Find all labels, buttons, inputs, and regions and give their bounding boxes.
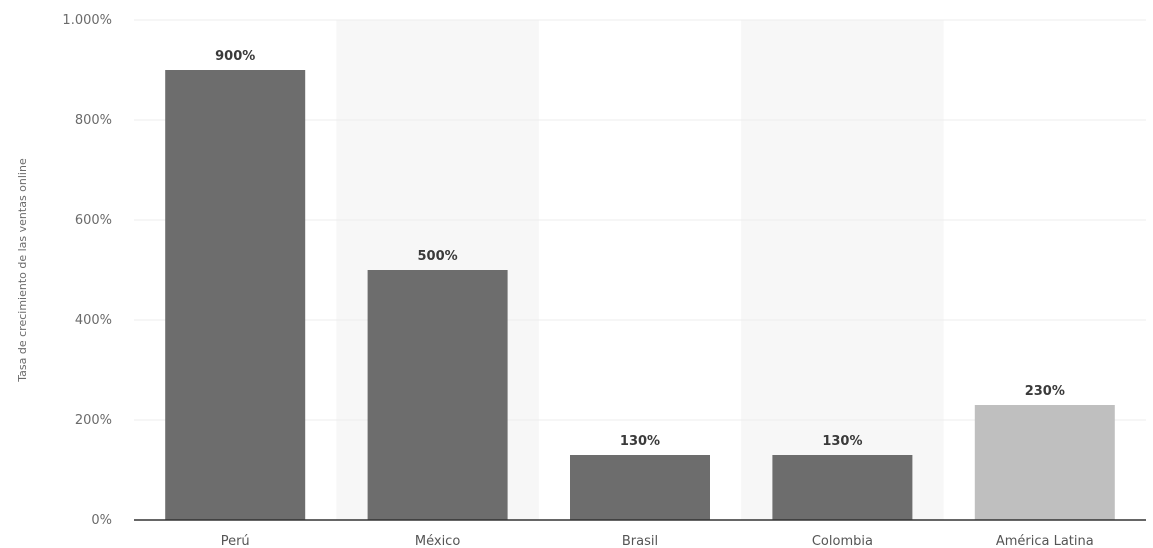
y-tick-label: 1.000% [62, 13, 112, 28]
bar [974, 405, 1115, 520]
bars [165, 70, 1115, 520]
data-label: 900% [215, 49, 255, 64]
x-tick-label: Colombia [812, 534, 873, 548]
bar [772, 455, 913, 520]
category-band [741, 20, 944, 520]
bar [367, 270, 508, 520]
x-tick-label: Brasil [622, 534, 658, 548]
y-axis-ticks: 0% 200% 400% 600% 800% 1.000% [62, 13, 112, 528]
y-axis-title: Tasa de crecimiento de las ventas online [16, 158, 29, 383]
y-tick-label: 200% [75, 413, 112, 428]
y-tick-label: 600% [75, 213, 112, 228]
data-labels: 900% 500% 130% 130% 230% [215, 49, 1065, 449]
x-tick-label: Perú [221, 534, 250, 548]
category-labels: Perú México Brasil Colombia América Latina [221, 534, 1094, 548]
data-label: 130% [620, 434, 660, 449]
y-tick-label: 400% [75, 313, 112, 328]
bar [570, 455, 710, 520]
y-tick-label: 800% [75, 113, 112, 128]
x-tick-label: América Latina [996, 534, 1094, 548]
data-label: 500% [418, 249, 458, 264]
bar [165, 70, 306, 520]
x-tick-label: México [415, 534, 460, 548]
y-tick-label: 0% [91, 513, 112, 528]
data-label: 230% [1025, 384, 1065, 399]
data-label: 130% [822, 434, 862, 449]
